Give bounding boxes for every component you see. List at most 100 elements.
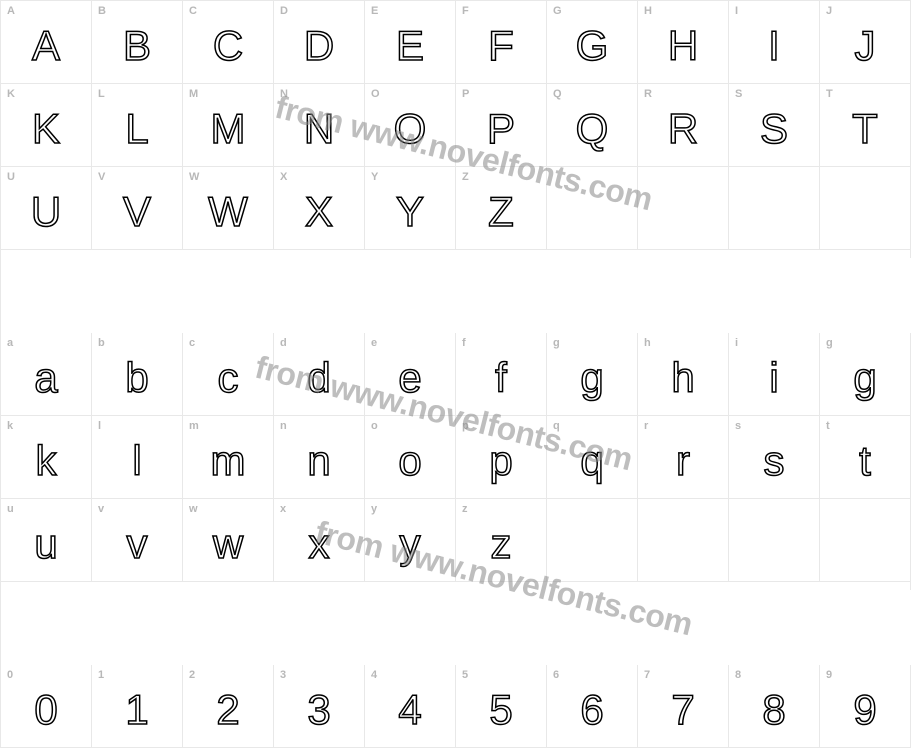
glyph-label: o [371, 420, 378, 432]
glyph-cell: 44 [365, 665, 456, 748]
glyph-character: n [307, 437, 330, 485]
glyph-label: G [553, 5, 562, 17]
glyph-character: 2 [216, 686, 239, 734]
glyph-cell: FF [456, 1, 547, 84]
glyph-character: 9 [853, 686, 876, 734]
glyph-cell: TT [820, 84, 911, 167]
glyph-cell: aa [1, 333, 92, 416]
glyph-label: S [735, 88, 742, 100]
glyph-character: 1 [125, 686, 148, 734]
glyph-character: K [32, 105, 60, 153]
glyph-label: g [553, 337, 560, 349]
glyph-label: s [735, 420, 741, 432]
glyph-character: v [127, 520, 148, 568]
glyph-cell: 00 [1, 665, 92, 748]
glyph-cell: WW [183, 167, 274, 250]
glyph-cell: AA [1, 1, 92, 84]
glyph-label: P [462, 88, 469, 100]
glyph-cell: 55 [456, 665, 547, 748]
glyph-label: U [7, 171, 15, 183]
glyph-cell: mm [183, 416, 274, 499]
glyph-character: d [307, 354, 330, 402]
glyph-character: c [218, 354, 239, 402]
glyph-cell: qq [547, 416, 638, 499]
glyph-cell [820, 499, 911, 582]
glyph-label: i [735, 337, 738, 349]
glyph-cell: YY [365, 167, 456, 250]
glyph-character: s [764, 437, 785, 485]
glyph-label: 6 [553, 669, 559, 681]
glyph-character: p [489, 437, 512, 485]
glyph-character: F [488, 22, 514, 70]
glyph-character: x [309, 520, 330, 568]
glyph-label: R [644, 88, 652, 100]
glyph-cell: XX [274, 167, 365, 250]
glyph-cell: 88 [729, 665, 820, 748]
glyph-cell: SS [729, 84, 820, 167]
glyph-cell: UU [1, 167, 92, 250]
glyph-label: f [462, 337, 466, 349]
glyph-character: b [125, 354, 148, 402]
glyph-label: I [735, 5, 738, 17]
glyph-character: E [396, 22, 424, 70]
glyph-label: T [826, 88, 833, 100]
glyph-cell: ss [729, 416, 820, 499]
glyph-label: y [371, 503, 377, 515]
glyph-character: V [123, 188, 151, 236]
glyph-cell: zz [456, 499, 547, 582]
glyph-label: O [371, 88, 380, 100]
glyph-label: v [98, 503, 104, 515]
glyph-cell: tt [820, 416, 911, 499]
glyph-label: H [644, 5, 652, 17]
glyph-label: N [280, 88, 288, 100]
glyph-cell: bb [92, 333, 183, 416]
glyph-cell [547, 167, 638, 250]
glyph-cell: gg [820, 333, 911, 416]
glyph-character: w [213, 520, 243, 568]
glyph-label: e [371, 337, 377, 349]
glyph-label: Z [462, 171, 469, 183]
glyph-label: 8 [735, 669, 741, 681]
glyph-character: k [36, 437, 57, 485]
glyph-label: 9 [826, 669, 832, 681]
glyph-cell: oo [365, 416, 456, 499]
glyph-cell: NN [274, 84, 365, 167]
glyph-character: I [768, 22, 780, 70]
glyph-character: Y [396, 188, 424, 236]
glyph-character: X [305, 188, 333, 236]
glyph-cell: 77 [638, 665, 729, 748]
glyph-cell: 11 [92, 665, 183, 748]
glyph-label: b [98, 337, 105, 349]
glyph-cell: ee [365, 333, 456, 416]
glyph-label: Y [371, 171, 378, 183]
glyph-character: l [132, 437, 141, 485]
glyph-label: g [826, 337, 833, 349]
glyph-label: x [280, 503, 286, 515]
glyph-label: V [98, 171, 105, 183]
glyph-label: B [98, 5, 106, 17]
glyph-character: G [576, 22, 609, 70]
glyph-cell: VV [92, 167, 183, 250]
glyph-character: m [211, 437, 246, 485]
glyph-label: L [98, 88, 105, 100]
glyph-label: D [280, 5, 288, 17]
glyph-cell: BB [92, 1, 183, 84]
glyph-label: k [7, 420, 13, 432]
glyph-character: h [671, 354, 694, 402]
glyph-character: q [580, 437, 603, 485]
glyph-cell: rr [638, 416, 729, 499]
glyph-cell: cc [183, 333, 274, 416]
glyph-label: W [189, 171, 199, 183]
glyph-cell: ww [183, 499, 274, 582]
glyph-cell: 33 [274, 665, 365, 748]
glyph-label: q [553, 420, 560, 432]
glyph-character: Q [576, 105, 609, 153]
glyph-label: a [7, 337, 13, 349]
glyph-character: t [859, 437, 871, 485]
glyph-character: N [304, 105, 334, 153]
glyph-character: A [32, 22, 60, 70]
glyph-character: H [668, 22, 698, 70]
glyph-character: u [34, 520, 57, 568]
glyph-character: T [852, 105, 878, 153]
glyph-cell: kk [1, 416, 92, 499]
